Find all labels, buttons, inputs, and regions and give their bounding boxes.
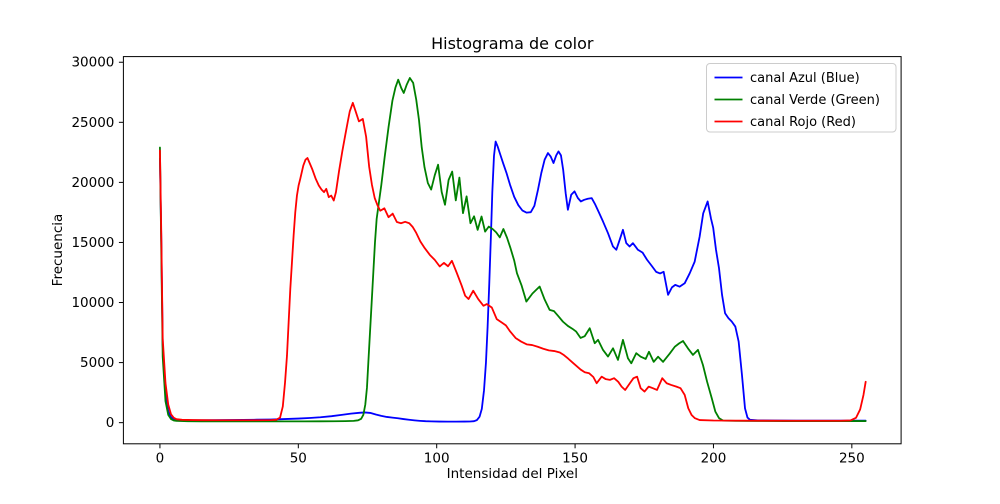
tick-layer: 0 50 100 150 200 250 0 5000 10000 15000 20000 25000… [71, 55, 864, 467]
legend-label-blue: canal Azul (Blue) [750, 71, 860, 86]
y-tick-label: 0 [106, 415, 115, 431]
x-tick-label: 0 [156, 450, 165, 466]
chart-title: Histograma de color [431, 34, 594, 53]
y-tick-label: 5000 [80, 355, 114, 371]
y-tick-label: 30000 [71, 55, 114, 71]
series-layer [159, 77, 867, 423]
x-tick-label: 200 [701, 450, 727, 466]
series-line-green-channel [159, 77, 867, 423]
plot-area [122, 56, 902, 445]
y-tick-label: 20000 [71, 175, 114, 191]
x-tick-label: 250 [839, 450, 865, 466]
y-axis-label: Frecuencia [50, 214, 66, 287]
legend-box [706, 63, 897, 133]
series-line-blue-channel [159, 140, 867, 423]
series-line-red-channel [159, 101, 867, 422]
legend-label-green: canal Verde (Green) [750, 93, 880, 108]
legend: canal Azul (Blue) canal Verde (Green) ca… [706, 63, 897, 133]
y-tick-label: 10000 [71, 295, 114, 311]
x-tick-label: 100 [424, 450, 450, 466]
x-tick-label: 150 [562, 450, 588, 466]
x-tick-label: 50 [290, 450, 307, 466]
y-tick-label: 25000 [71, 115, 114, 131]
legend-label-red: canal Rojo (Red) [750, 115, 856, 130]
x-axis-label: Intensidad del Pixel [447, 466, 578, 482]
y-tick-label: 15000 [71, 235, 114, 251]
